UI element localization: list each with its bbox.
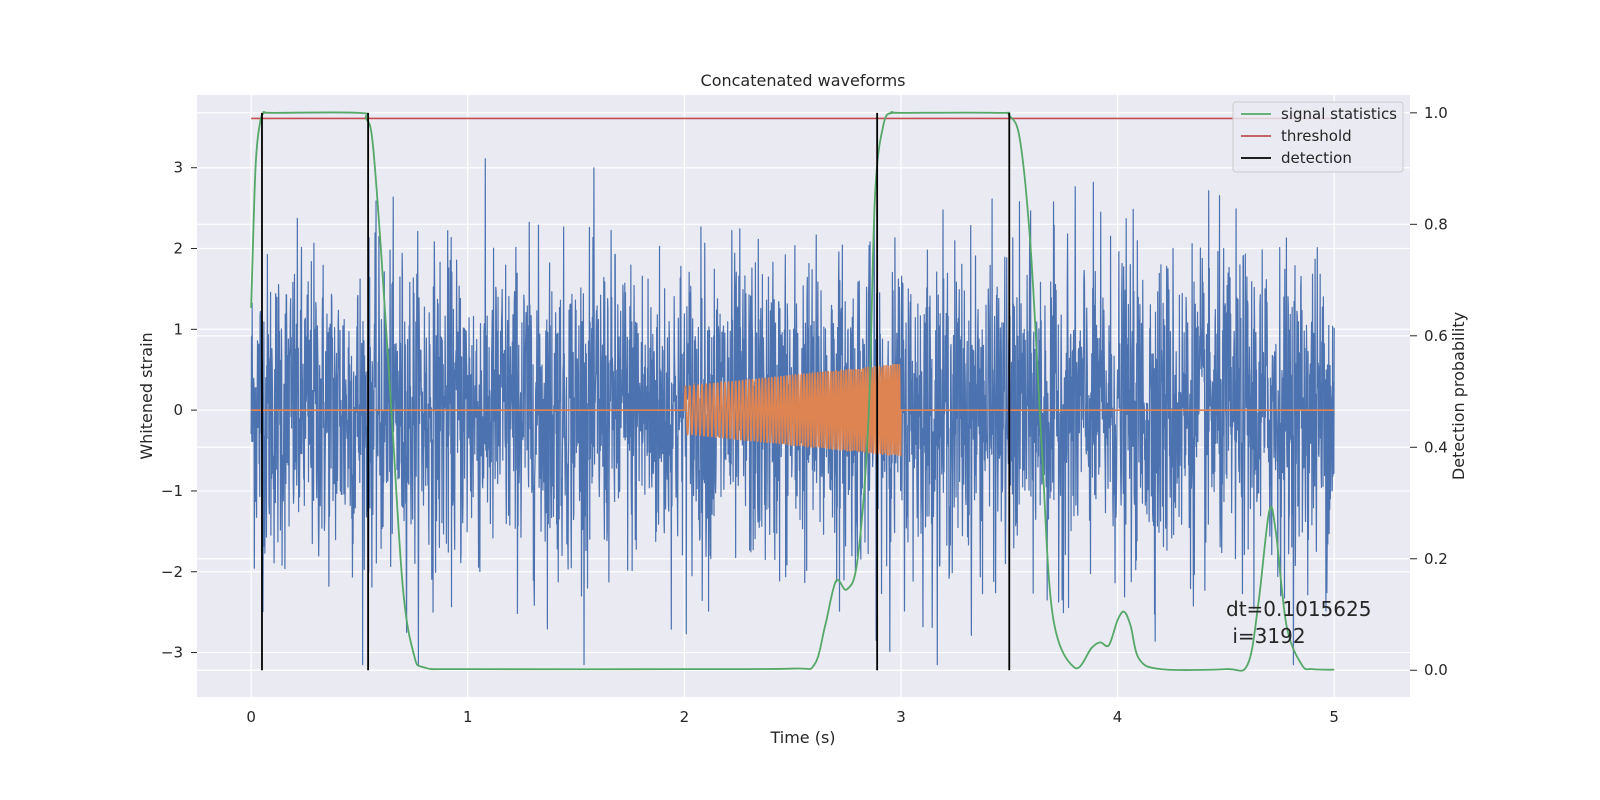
series-chirp-line: [251, 363, 1335, 457]
y2-tick-label: 1.0: [1424, 104, 1448, 122]
annotation: dt=0.1015625 i=3192: [1226, 597, 1371, 648]
legend-box: [1232, 101, 1404, 173]
series-signal-statistics-line: [250, 111, 1335, 672]
legend-label: threshold: [1281, 127, 1352, 145]
x-tick-label: 1: [463, 708, 473, 726]
legend-label: signal statistics: [1281, 105, 1397, 123]
y-tick-label: 0: [173, 401, 183, 419]
y-tick-label: 1: [173, 320, 183, 338]
y2-tick-label: 0.4: [1424, 438, 1448, 456]
annotation-line-2: i=3192: [1226, 624, 1306, 648]
y-axis-label: Whitened strain: [137, 332, 156, 459]
x-axis-label: Time (s): [769, 728, 835, 747]
x-tick-label: 3: [896, 708, 906, 726]
axes-layer: 0 1 2 3 4 5 3 2 1 0 −1 −2 −3 1.0 0.8 0.6 0.4 0.2 0.0: [161, 104, 1448, 726]
y2-axis-label: Detection probability: [1449, 312, 1468, 480]
x-tick-label: 0: [246, 708, 256, 726]
series-layer: [250, 111, 1335, 672]
y-tick-label: −2: [161, 563, 183, 581]
legend-label: detection: [1281, 149, 1352, 167]
x-tick-label: 5: [1329, 708, 1339, 726]
x-tick-label: 4: [1113, 708, 1123, 726]
y-tick-label: −3: [161, 644, 183, 662]
y-tick-label: −1: [161, 482, 183, 500]
y2-tick-label: 0.0: [1424, 661, 1448, 679]
annotation-line-1: dt=0.1015625: [1226, 597, 1371, 621]
chart-title: Concatenated waveforms: [701, 71, 906, 90]
y2-tick-label: 0.8: [1424, 215, 1448, 233]
y2-tick-label: 0.2: [1424, 550, 1448, 568]
y-tick-label: 3: [173, 159, 183, 177]
legend: signal statistics threshold detection: [1232, 101, 1404, 173]
x-tick-label: 2: [680, 708, 690, 726]
y-tick-label: 2: [173, 240, 183, 258]
y2-tick-label: 0.6: [1424, 327, 1448, 345]
